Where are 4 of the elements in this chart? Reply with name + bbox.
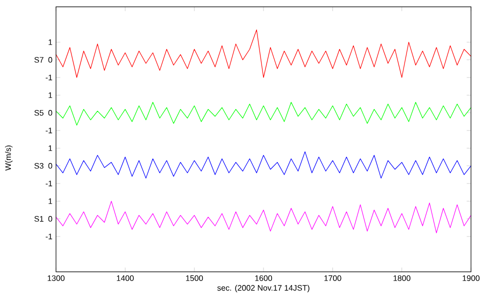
line-series	[56, 102, 472, 126]
line-series	[56, 151, 472, 179]
line-series	[56, 30, 472, 78]
line-series	[56, 200, 472, 234]
